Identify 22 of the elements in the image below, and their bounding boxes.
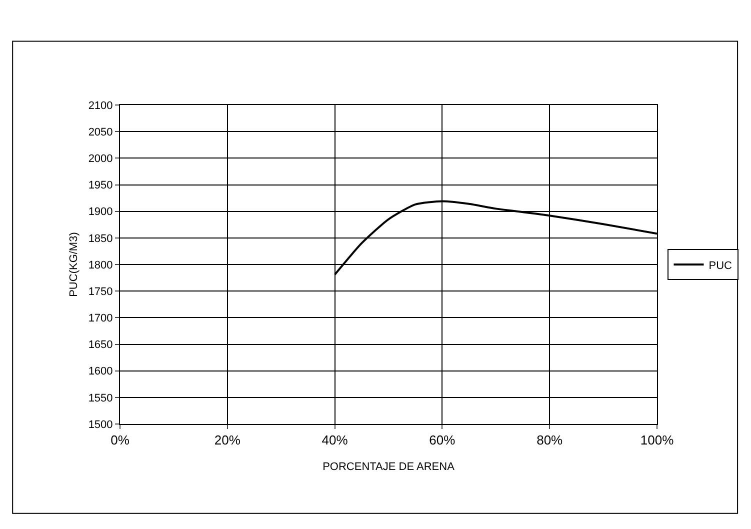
y-axis-title: PUC(KG/M3): [68, 232, 80, 297]
y-tick-label: 1800: [88, 259, 113, 272]
legend-label: PUC: [708, 260, 732, 272]
y-tick-label: 1900: [88, 206, 113, 218]
y-tick-label: 2000: [88, 153, 113, 166]
y-tick-label: 2100: [88, 100, 113, 112]
y-tick-label: 1750: [88, 286, 113, 298]
x-axis-title: PORCENTAJE DE ARENA: [322, 460, 456, 473]
y-tick-label: 1500: [88, 418, 113, 431]
x-tick-label: 100%: [640, 432, 674, 448]
x-tick-label: 0%: [110, 432, 130, 448]
y-tick-label: 1550: [88, 392, 113, 404]
x-tick-label: 60%: [429, 432, 456, 448]
x-tick-label: 80%: [536, 432, 564, 448]
y-tick-label: 1650: [88, 339, 113, 352]
y-tick-label: 1700: [88, 312, 113, 325]
y-tick-label: 1950: [88, 180, 113, 192]
y-tick-label: 2050: [88, 126, 113, 138]
y-tick-label: 1600: [88, 366, 113, 378]
x-tick-label: 20%: [214, 432, 241, 448]
y-tick-label: 1850: [88, 232, 113, 245]
x-tick-label: 40%: [322, 432, 348, 448]
